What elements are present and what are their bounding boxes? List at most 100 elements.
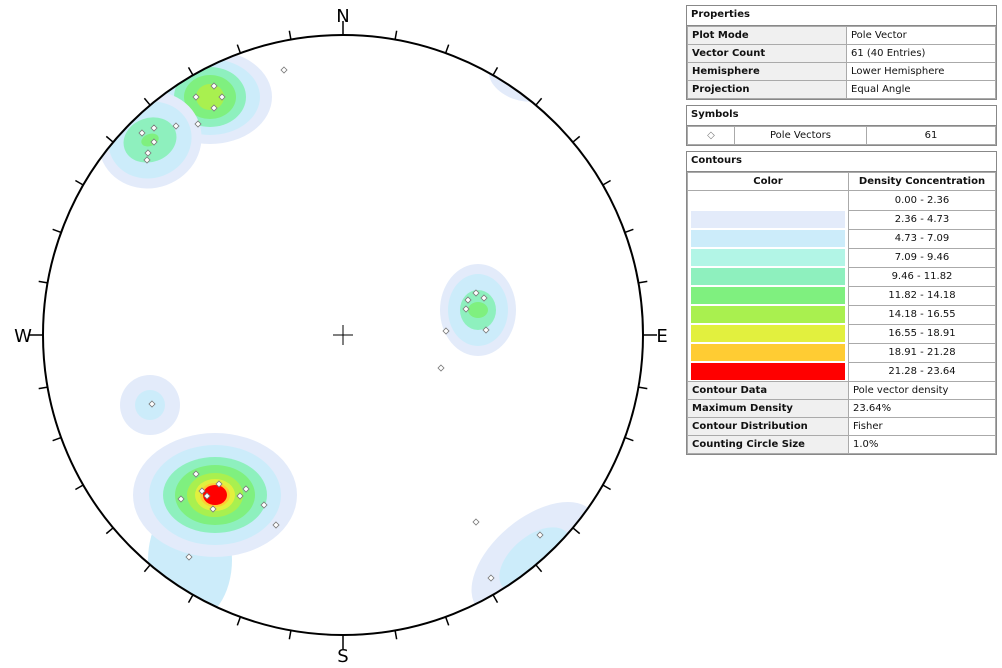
pole <box>272 521 280 529</box>
color-swatch <box>691 363 845 380</box>
pole <box>148 400 156 408</box>
pole <box>172 122 180 130</box>
pole <box>144 149 152 157</box>
tick <box>444 616 450 626</box>
contour-band <box>468 302 488 318</box>
color-cell <box>687 343 849 362</box>
pole <box>150 138 158 146</box>
tick <box>535 97 543 106</box>
properties-box: Properties Plot Mode Pole Vector Vector Cou… <box>686 5 997 100</box>
contour-row: 2.36 - 4.73 <box>687 209 996 230</box>
color-swatch <box>691 211 845 228</box>
tick <box>187 594 194 603</box>
section-title: Properties <box>687 6 996 26</box>
row: Projection Equal Angle <box>687 80 996 99</box>
key: Maximum Density <box>687 399 849 418</box>
color-swatch <box>691 230 845 247</box>
east-label: E <box>656 326 667 347</box>
key: Vector Count <box>687 44 847 63</box>
color-swatch <box>691 192 845 209</box>
tick <box>624 228 634 234</box>
tick <box>105 527 114 535</box>
color-swatch <box>691 325 845 342</box>
pole <box>242 485 250 493</box>
row: Counting Circle Size 1.0% <box>687 435 996 454</box>
range: 16.55 - 18.91 <box>848 323 996 344</box>
range: 9.46 - 11.82 <box>848 266 996 287</box>
pole <box>192 470 200 478</box>
color-cell <box>687 362 849 382</box>
pole <box>437 364 445 372</box>
contours-table: Color Density Concentration 0.00 - 2.36 2.3… <box>687 172 996 454</box>
contour-row: 0.00 - 2.36 <box>687 190 996 211</box>
range: 4.73 - 7.09 <box>848 228 996 249</box>
contour-row: 16.55 - 18.91 <box>687 323 996 344</box>
tick <box>52 436 62 442</box>
pole <box>210 82 218 90</box>
pole <box>464 296 472 304</box>
pole <box>143 156 151 164</box>
properties-table: Plot Mode Pole Vector Vector Count 61 (40 E… <box>687 26 996 99</box>
ticks <box>29 21 657 649</box>
tick <box>143 564 151 573</box>
stereonet: N S E W <box>14 6 668 667</box>
pole <box>280 66 288 74</box>
poles <box>138 66 544 582</box>
row: Plot Mode Pole Vector <box>687 26 996 45</box>
color-cell <box>687 229 849 248</box>
value: 23.64% <box>848 399 996 418</box>
tick <box>638 280 648 284</box>
color-swatch <box>691 344 845 361</box>
tick <box>394 30 398 40</box>
range: 0.00 - 2.36 <box>848 190 996 211</box>
tick <box>492 67 499 76</box>
contour-row: 14.18 - 16.55 <box>687 304 996 325</box>
tick <box>236 616 242 626</box>
tick <box>394 630 398 640</box>
value: Lower Hemisphere <box>846 62 996 81</box>
legend-panel: Properties Plot Mode Pole Vector Vector Cou… <box>686 5 997 460</box>
row: ◇ Pole Vectors 61 <box>687 126 996 145</box>
range: 18.91 - 21.28 <box>848 342 996 363</box>
tick <box>602 179 611 186</box>
pole <box>218 93 226 101</box>
pole <box>198 487 206 495</box>
color-swatch <box>691 306 845 323</box>
pole <box>203 492 211 500</box>
value: 1.0% <box>848 435 996 454</box>
key: Contour Data <box>687 381 849 400</box>
color-swatch <box>691 287 845 304</box>
pole <box>185 553 193 561</box>
color-swatch <box>691 268 845 285</box>
color-cell <box>687 324 849 343</box>
column-header: Density Concentration <box>848 172 996 191</box>
contour-row: 4.73 - 7.09 <box>687 228 996 249</box>
pole <box>462 305 470 313</box>
section-title: Contours <box>687 152 996 172</box>
key: Contour Distribution <box>687 417 849 436</box>
color-cell <box>687 190 849 210</box>
column-header: Color <box>687 172 849 191</box>
pole <box>192 93 200 101</box>
range: 11.82 - 14.18 <box>848 285 996 306</box>
value: Pole vector density <box>848 381 996 400</box>
contour-row: 11.82 - 14.18 <box>687 285 996 306</box>
pole <box>472 289 480 297</box>
pole <box>536 531 544 539</box>
pole <box>480 294 488 302</box>
contours-box: Contours Color Density Concentration 0.00 -… <box>686 151 997 455</box>
tick <box>572 527 581 535</box>
contour-band <box>203 485 227 505</box>
symbol-label: Pole Vectors <box>734 126 867 145</box>
tick <box>75 179 84 186</box>
pole <box>472 518 480 526</box>
contour-band <box>489 58 551 102</box>
tick <box>535 564 543 573</box>
value: Equal Angle <box>846 80 996 99</box>
symbols-table: ◇ Pole Vectors 61 <box>687 126 996 145</box>
pole <box>210 104 218 112</box>
contour-row: 18.91 - 21.28 <box>687 342 996 363</box>
row: Vector Count 61 (40 Entries) <box>687 44 996 63</box>
header-row: Color Density Concentration <box>687 172 996 191</box>
